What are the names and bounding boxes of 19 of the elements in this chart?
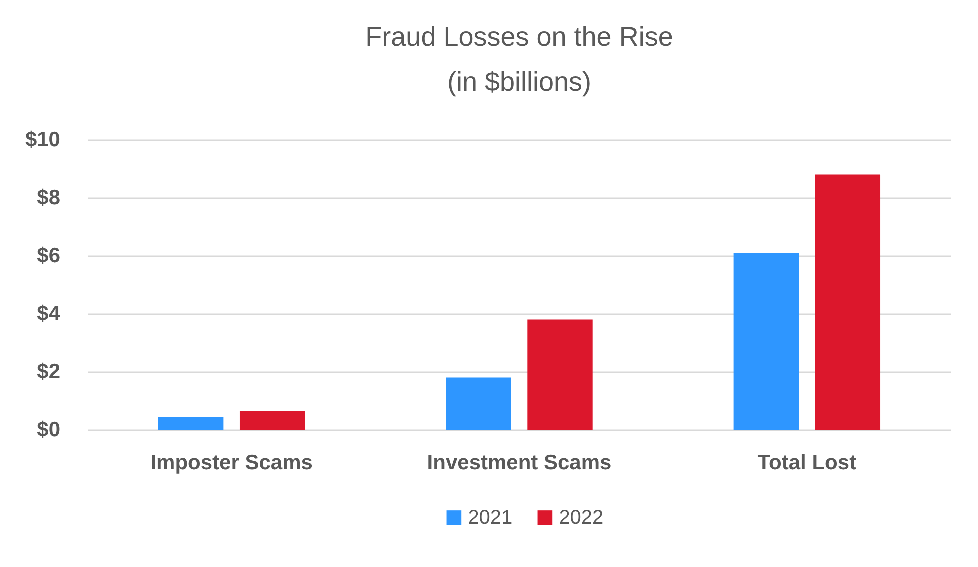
bar [528, 320, 593, 430]
bar [240, 411, 306, 430]
y-tick-label: $8 [37, 186, 61, 210]
legend-label: 2022 [559, 507, 604, 529]
chart-subtitle: (in $billions) [447, 67, 592, 97]
y-tick-label: $10 [25, 128, 60, 152]
bar [815, 174, 881, 430]
x-tick-label: Investment Scams [427, 452, 612, 474]
bar [446, 378, 512, 430]
bar [734, 253, 800, 430]
y-tick-label: $4 [37, 302, 61, 326]
x-tick-label: Imposter Scams [150, 452, 313, 474]
chart-title: Fraud Losses on the Rise [366, 22, 674, 52]
bar [158, 416, 224, 430]
x-tick-label: Total Lost [758, 452, 857, 474]
y-tick-label: $6 [37, 244, 60, 268]
legend-label: 2021 [468, 507, 513, 529]
y-tick-label: $2 [37, 360, 60, 384]
y-tick-label: $0 [37, 418, 60, 442]
